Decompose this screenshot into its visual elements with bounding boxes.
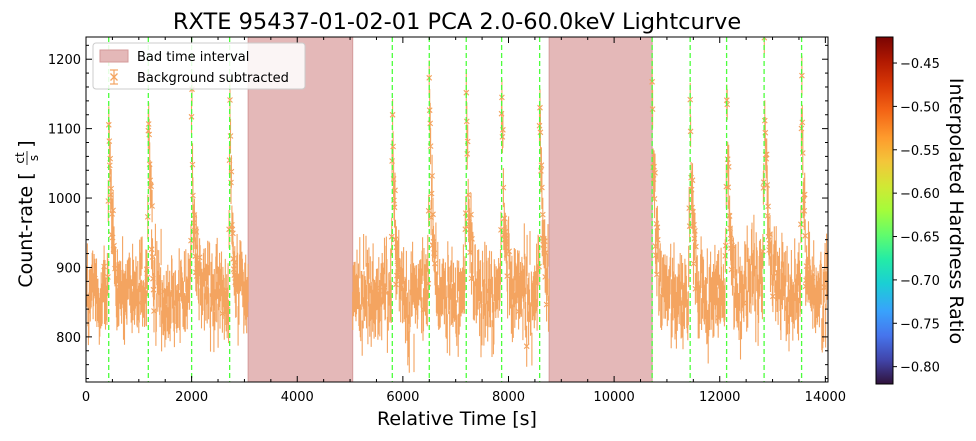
- legend-entry-background: Background subtracted: [137, 71, 289, 86]
- bad-time-interval-0: [247, 37, 354, 382]
- data-markers: [92, 37, 828, 350]
- colorbar-tick-label: −0.80: [900, 361, 940, 376]
- plot-frame: [85, 36, 829, 383]
- burst-lines: [108, 37, 803, 382]
- colorbar-tick-label: −0.75: [900, 317, 940, 332]
- y-axis-label-close: ]: [15, 140, 37, 147]
- y-tick-label: 1100: [48, 123, 81, 138]
- colorbar-tick-label: −0.55: [900, 144, 940, 159]
- legend-box: [92, 42, 306, 90]
- bad-time-intervals: [247, 37, 653, 382]
- y-tick-label: 900: [56, 261, 81, 276]
- x-axis-label: Relative Time [s]: [377, 408, 537, 430]
- y-axis: 800 900 1000 1100 1200: [48, 44, 828, 380]
- y-axis-label-numerator: ct: [13, 152, 27, 164]
- colorbar-tick-label: −0.70: [900, 274, 940, 289]
- colorbar: −0.80 −0.75 −0.70 −0.65 −0.60 −0.55 −0.50 −0.45…: [875, 36, 967, 385]
- x-tick-label: 2000: [175, 390, 208, 405]
- x-tick-label: 6000: [386, 390, 419, 405]
- y-axis-label-denominator: s: [27, 155, 41, 161]
- colorbar-tick-label: −0.65: [900, 231, 940, 246]
- x-tick-label: 14000: [805, 390, 846, 405]
- legend: Bad time interval Background subtracted: [92, 42, 306, 90]
- legend-entry-bad-time: Bad time interval: [137, 50, 249, 65]
- y-tick-label: 1000: [48, 192, 81, 207]
- legend-swatch-background: [110, 69, 118, 85]
- x-axis: 0 2000 4000 6000 8000 10000 12000 14000: [82, 37, 846, 405]
- y-tick-label: 1200: [48, 53, 81, 68]
- x-tick-label: 12000: [699, 390, 740, 405]
- bad-time-interval-1: [548, 37, 653, 382]
- chart-title: RXTE 95437-01-02-01 PCA 2.0-60.0keV Ligh…: [173, 9, 741, 35]
- colorbar-gradient: [875, 36, 894, 385]
- colorbar-tick-label: −0.45: [900, 57, 940, 72]
- y-tick-label: 800: [56, 331, 81, 346]
- colorbar-ticks: −0.80 −0.75 −0.70 −0.65 −0.60 −0.55 −0.50 −0.45: [893, 57, 940, 376]
- x-tick-label: 0: [82, 390, 90, 405]
- colorbar-tick-label: −0.50: [900, 100, 940, 115]
- x-tick-label: 4000: [281, 390, 314, 405]
- background-subtracted-series: [86, 37, 828, 373]
- y-axis-label-main: Count-rate [: [15, 172, 37, 287]
- y-axis-label: Count-rate [ ct s ]: [13, 140, 41, 287]
- colorbar-label: Interpolated Hardness Ratio: [945, 78, 967, 344]
- x-tick-label: 10000: [593, 390, 634, 405]
- plot-area: [86, 37, 828, 382]
- colorbar-tick-label: −0.60: [900, 187, 940, 202]
- x-tick-label: 8000: [492, 390, 525, 405]
- legend-swatch-bad-time: [99, 49, 129, 63]
